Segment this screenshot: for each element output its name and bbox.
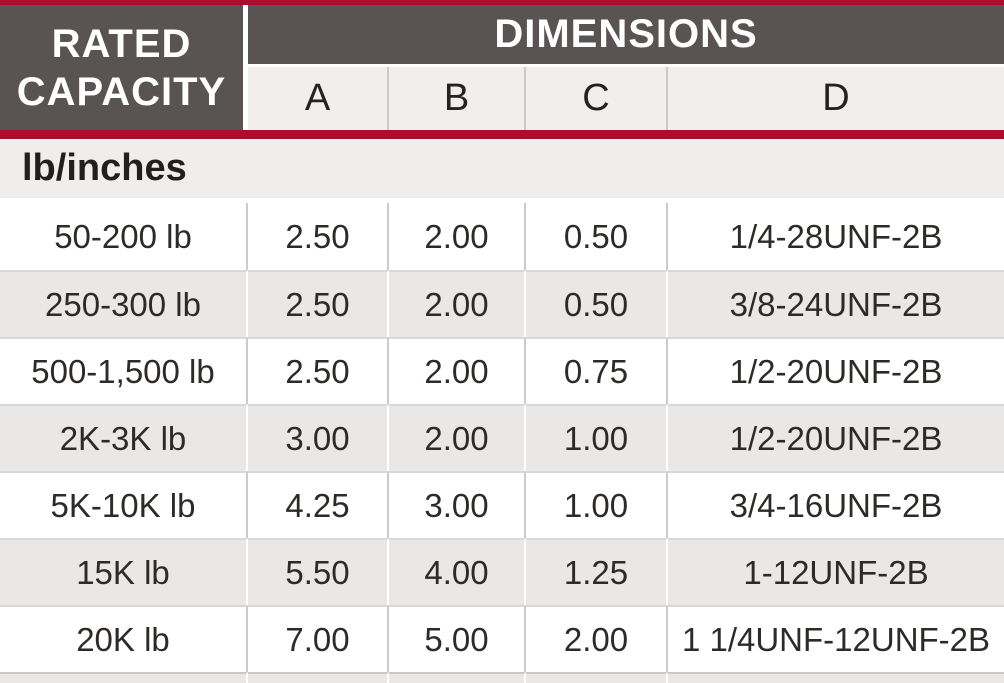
dim-a-cell: 2.50 xyxy=(248,337,389,404)
capacity-cell: 250-300 lb xyxy=(0,270,248,337)
dim-b-cell: 2.00 xyxy=(389,203,526,270)
rated-capacity-header: RATED CAPACITY xyxy=(0,5,248,130)
dim-d-cell: 1/2-20UNF-2B xyxy=(668,404,1004,471)
dim-d-cell: 3/4-16UNF-2B xyxy=(668,471,1004,538)
dim-a-cell: 4.25 xyxy=(248,471,389,538)
col-header-d: D xyxy=(668,67,1004,130)
dim-d-cell: 1-12UNF-2B xyxy=(668,538,1004,605)
dim-c-cell: 0.50 xyxy=(526,270,668,337)
dim-c-cell xyxy=(526,672,668,683)
capacity-cell: 2K-3K lb xyxy=(0,404,248,471)
table-grid: RATED CAPACITY DIMENSIONS A B C D lb/inc… xyxy=(0,5,1004,683)
dim-a-cell: 2.50 xyxy=(248,203,389,270)
units-row: lb/inches xyxy=(0,139,1004,203)
dim-b-cell: 4.00 xyxy=(389,538,526,605)
capacity-cell xyxy=(0,672,248,683)
dim-b-cell: 5.00 xyxy=(389,605,526,672)
capacity-cell: 500-1,500 lb xyxy=(0,337,248,404)
dim-b-cell: 3.00 xyxy=(389,471,526,538)
dim-a-cell: 5.50 xyxy=(248,538,389,605)
dim-b-cell: 2.00 xyxy=(389,404,526,471)
dim-c-cell: 0.50 xyxy=(526,203,668,270)
dim-d-cell: 1 1/4UNF-12UNF-2B xyxy=(668,605,1004,672)
dim-b-cell: 2.00 xyxy=(389,270,526,337)
dim-d-cell xyxy=(668,672,1004,683)
col-header-c: C xyxy=(526,67,668,130)
col-header-a: A xyxy=(248,67,389,130)
capacity-cell: 5K-10K lb xyxy=(0,471,248,538)
capacity-cell: 15K lb xyxy=(0,538,248,605)
red-divider xyxy=(0,130,1004,139)
dim-a-cell xyxy=(248,672,389,683)
dim-b-cell xyxy=(389,672,526,683)
dim-b-cell: 2.00 xyxy=(389,337,526,404)
dimensions-header: DIMENSIONS xyxy=(248,5,1004,67)
dim-a-cell: 2.50 xyxy=(248,270,389,337)
capacity-cell: 20K lb xyxy=(0,605,248,672)
dim-c-cell: 1.00 xyxy=(526,471,668,538)
dim-c-cell: 1.25 xyxy=(526,538,668,605)
col-header-b: B xyxy=(389,67,526,130)
dim-c-cell: 2.00 xyxy=(526,605,668,672)
dim-c-cell: 1.00 xyxy=(526,404,668,471)
dim-d-cell: 1/4-28UNF-2B xyxy=(668,203,1004,270)
dim-d-cell: 3/8-24UNF-2B xyxy=(668,270,1004,337)
dim-a-cell: 7.00 xyxy=(248,605,389,672)
capacity-cell: 50-200 lb xyxy=(0,203,248,270)
dim-d-cell: 1/2-20UNF-2B xyxy=(668,337,1004,404)
dim-c-cell: 0.75 xyxy=(526,337,668,404)
dim-a-cell: 3.00 xyxy=(248,404,389,471)
